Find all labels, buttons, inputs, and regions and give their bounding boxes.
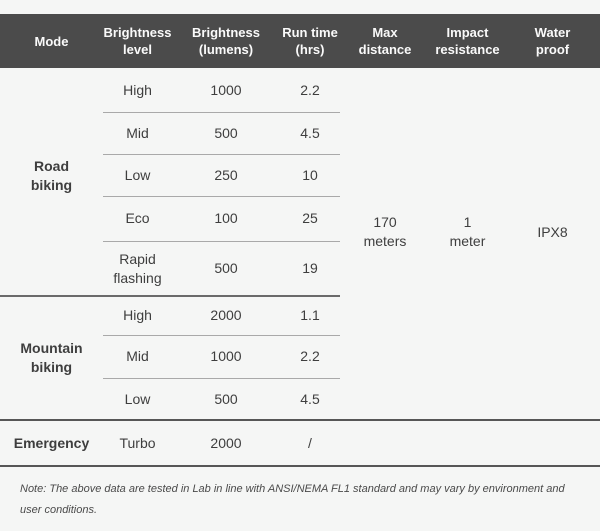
cell-text: IPX8 (537, 223, 568, 240)
brightness-level-cell: Mid (103, 112, 172, 154)
row-divider (103, 378, 340, 379)
cell-text: 1 meter (449, 214, 486, 249)
lumens-cell: 2000 (172, 420, 280, 466)
col-header-run-time-label: Run time (hrs) (282, 25, 338, 57)
runtime-cell: 2.2 (280, 335, 340, 378)
brightness-level-cell: Mid (103, 335, 172, 378)
brightness-level-cell: Turbo (103, 420, 172, 466)
runtime-cell: 10 (280, 154, 340, 196)
mode-label: Mountain biking (20, 340, 83, 375)
col-header-mode: Mode (0, 14, 103, 68)
col-header-max-distance: Max distance (340, 14, 430, 68)
cell-text: 170 meters (363, 214, 407, 249)
cell-text: 25 (302, 210, 318, 226)
lumens-cell: 1000 (172, 68, 280, 112)
cell-text: Low (124, 166, 151, 183)
section-divider (0, 295, 340, 297)
mode-label: Emergency (13, 434, 90, 451)
table-body: Road biking Mountain biking Emergency Hi… (0, 68, 600, 466)
runtime-cell: 2.2 (280, 68, 340, 112)
footnote-text: Note: The above data are tested in Lab i… (20, 483, 565, 516)
col-header-brightness-lumens: Brightness (lumens) (172, 14, 280, 68)
lumens-cell: 500 (172, 378, 280, 420)
col-header-mode-label: Mode (34, 33, 69, 49)
runtime-cell: / (280, 420, 340, 466)
lumens-cell: 500 (172, 241, 280, 296)
col-header-run-time: Run time (hrs) (280, 14, 340, 68)
lumens-cell: 2000 (172, 296, 280, 335)
runtime-cell: 25 (280, 196, 340, 241)
col-header-brightness-lumens-label: Brightness (lumens) (192, 25, 260, 57)
col-header-water-proof-label: Water proof (534, 25, 571, 57)
cell-text: Rapid flashing (113, 250, 162, 286)
lumens-cell: 250 (172, 154, 280, 196)
cell-text: 500 (214, 390, 238, 407)
cell-text: 2.2 (300, 348, 320, 364)
brightness-level-cell: High (103, 68, 172, 112)
lumens-cell: 500 (172, 112, 280, 154)
cell-text: 250 (214, 166, 238, 183)
lumens-cell: 1000 (172, 335, 280, 378)
runtime-cell: 4.5 (280, 378, 340, 420)
cell-text: 10 (302, 166, 318, 183)
table-header: Mode Brightness level Brightness (lumens… (0, 14, 600, 68)
cell-text: 500 (214, 124, 238, 141)
cell-text: 2000 (210, 434, 242, 451)
row-divider (103, 112, 340, 113)
cell-text: 2.2 (300, 81, 320, 98)
water-proof-value: IPX8 (505, 56, 600, 408)
cell-text: 500 (214, 260, 238, 276)
row-divider (103, 241, 340, 242)
mode-label: Road biking (30, 158, 73, 193)
row-divider (103, 154, 340, 155)
col-header-brightness-level: Brightness level (103, 14, 172, 68)
cell-text: Eco (125, 210, 150, 226)
cell-text: High (123, 81, 152, 98)
col-header-impact-resistance: Impact resistance (430, 14, 505, 68)
impact-resistance-value: 1 meter (430, 56, 505, 408)
col-header-water-proof: Water proof (505, 14, 600, 68)
cell-text: 1000 (210, 348, 242, 364)
row-divider (103, 335, 340, 336)
runtime-cell: 1.1 (280, 296, 340, 335)
lumens-cell: 100 (172, 196, 280, 241)
brightness-level-cell: Low (103, 154, 172, 196)
table-bottom-divider (0, 465, 600, 467)
runtime-cell: 19 (280, 241, 340, 296)
cell-text: 4.5 (300, 124, 320, 141)
runtime-cell: 4.5 (280, 112, 340, 154)
cell-text: 19 (302, 260, 318, 276)
cell-text: Mid (126, 348, 149, 364)
cell-text: Low (124, 390, 151, 407)
brightness-level-cell: Rapid flashing (103, 241, 172, 296)
col-header-impact-resistance-label: Impact resistance (435, 25, 500, 57)
brightness-level-cell: High (103, 296, 172, 335)
emergency-section-divider (0, 419, 600, 421)
mode-cell-road-biking: Road biking (0, 62, 103, 290)
cell-text: 1000 (210, 81, 242, 98)
row-divider (103, 196, 340, 197)
mode-cell-mountain-biking: Mountain biking (0, 296, 103, 420)
cell-text: Mid (126, 124, 149, 141)
brightness-level-cell: Eco (103, 196, 172, 241)
footnote: Note: The above data are tested in Lab i… (0, 466, 600, 531)
cell-text: 4.5 (300, 390, 320, 407)
mode-cell-emergency: Emergency (0, 420, 103, 466)
col-header-brightness-level-label: Brightness level (103, 25, 172, 57)
cell-text: High (123, 307, 152, 323)
max-distance-value: 170 meters (340, 56, 430, 408)
cell-text: 1.1 (300, 307, 320, 323)
col-header-max-distance-label: Max distance (358, 25, 412, 57)
brightness-level-cell: Low (103, 378, 172, 420)
cell-text: / (308, 434, 312, 451)
cell-text: 2000 (210, 307, 242, 323)
cell-text: Turbo (119, 434, 156, 451)
cell-text: 100 (214, 210, 238, 226)
